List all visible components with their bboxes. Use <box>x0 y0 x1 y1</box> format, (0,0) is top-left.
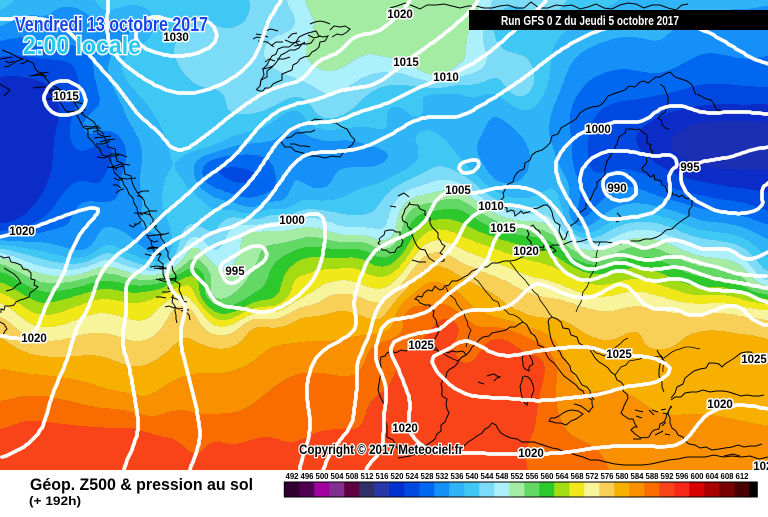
svg-text:995: 995 <box>680 162 700 174</box>
svg-text:604: 604 <box>705 472 719 481</box>
svg-text:1015: 1015 <box>53 91 79 103</box>
svg-text:536: 536 <box>450 472 464 481</box>
svg-text:552: 552 <box>510 472 524 481</box>
svg-text:568: 568 <box>570 472 584 481</box>
svg-text:564: 564 <box>555 472 569 481</box>
svg-text:2:00 locale: 2:00 locale <box>23 32 141 60</box>
svg-text:1010: 1010 <box>433 72 459 84</box>
svg-text:500: 500 <box>315 472 329 481</box>
svg-text:Copyright © 2017 Meteociel.fr: Copyright © 2017 Meteociel.fr <box>299 442 464 457</box>
svg-text:(+ 192h): (+ 192h) <box>29 494 81 508</box>
svg-text:1000: 1000 <box>585 124 611 136</box>
svg-text:1015: 1015 <box>393 57 419 69</box>
svg-text:492: 492 <box>285 472 299 481</box>
svg-text:1005: 1005 <box>445 185 471 197</box>
svg-text:1020: 1020 <box>518 448 544 460</box>
svg-text:508: 508 <box>345 472 359 481</box>
svg-text:520: 520 <box>390 472 404 481</box>
svg-text:990: 990 <box>607 183 626 195</box>
svg-text:584: 584 <box>630 472 644 481</box>
svg-text:1020: 1020 <box>392 423 418 435</box>
svg-text:1015: 1015 <box>490 223 516 235</box>
svg-text:1000: 1000 <box>279 215 305 227</box>
svg-text:524: 524 <box>405 472 419 481</box>
svg-text:556: 556 <box>525 472 539 481</box>
svg-text:548: 548 <box>495 472 509 481</box>
svg-text:608: 608 <box>720 472 734 481</box>
svg-text:496: 496 <box>300 472 314 481</box>
svg-text:504: 504 <box>330 472 344 481</box>
svg-text:544: 544 <box>480 472 494 481</box>
svg-text:580: 580 <box>615 472 629 481</box>
svg-text:Géop. Z500 & pression au sol: Géop. Z500 & pression au sol <box>30 476 253 494</box>
svg-text:532: 532 <box>435 472 449 481</box>
svg-text:Run GFS 0 Z du Jeudi 5 octobre: Run GFS 0 Z du Jeudi 5 octobre 2017 <box>501 13 679 28</box>
svg-text:1020: 1020 <box>387 9 413 21</box>
svg-text:1020: 1020 <box>513 246 539 258</box>
svg-text:1020: 1020 <box>21 333 47 345</box>
svg-text:1025: 1025 <box>606 349 632 361</box>
svg-text:1020: 1020 <box>707 399 733 411</box>
svg-text:596: 596 <box>675 472 689 481</box>
svg-text:1025: 1025 <box>408 340 434 352</box>
svg-text:528: 528 <box>420 472 434 481</box>
svg-text:540: 540 <box>465 472 479 481</box>
svg-text:1010: 1010 <box>478 201 504 213</box>
svg-text:Vendredi 13 octobre 2017: Vendredi 13 octobre 2017 <box>15 14 208 36</box>
svg-text:572: 572 <box>585 472 599 481</box>
svg-text:1020: 1020 <box>9 226 35 238</box>
svg-text:612: 612 <box>735 472 749 481</box>
svg-text:576: 576 <box>600 472 614 481</box>
svg-text:588: 588 <box>645 472 659 481</box>
svg-text:1025: 1025 <box>741 354 767 366</box>
svg-text:995: 995 <box>225 266 245 278</box>
svg-text:1030: 1030 <box>163 32 189 44</box>
svg-text:560: 560 <box>540 472 554 481</box>
svg-text:516: 516 <box>375 472 389 481</box>
svg-text:592: 592 <box>660 472 674 481</box>
svg-text:600: 600 <box>690 472 704 481</box>
svg-text:512: 512 <box>360 472 374 481</box>
